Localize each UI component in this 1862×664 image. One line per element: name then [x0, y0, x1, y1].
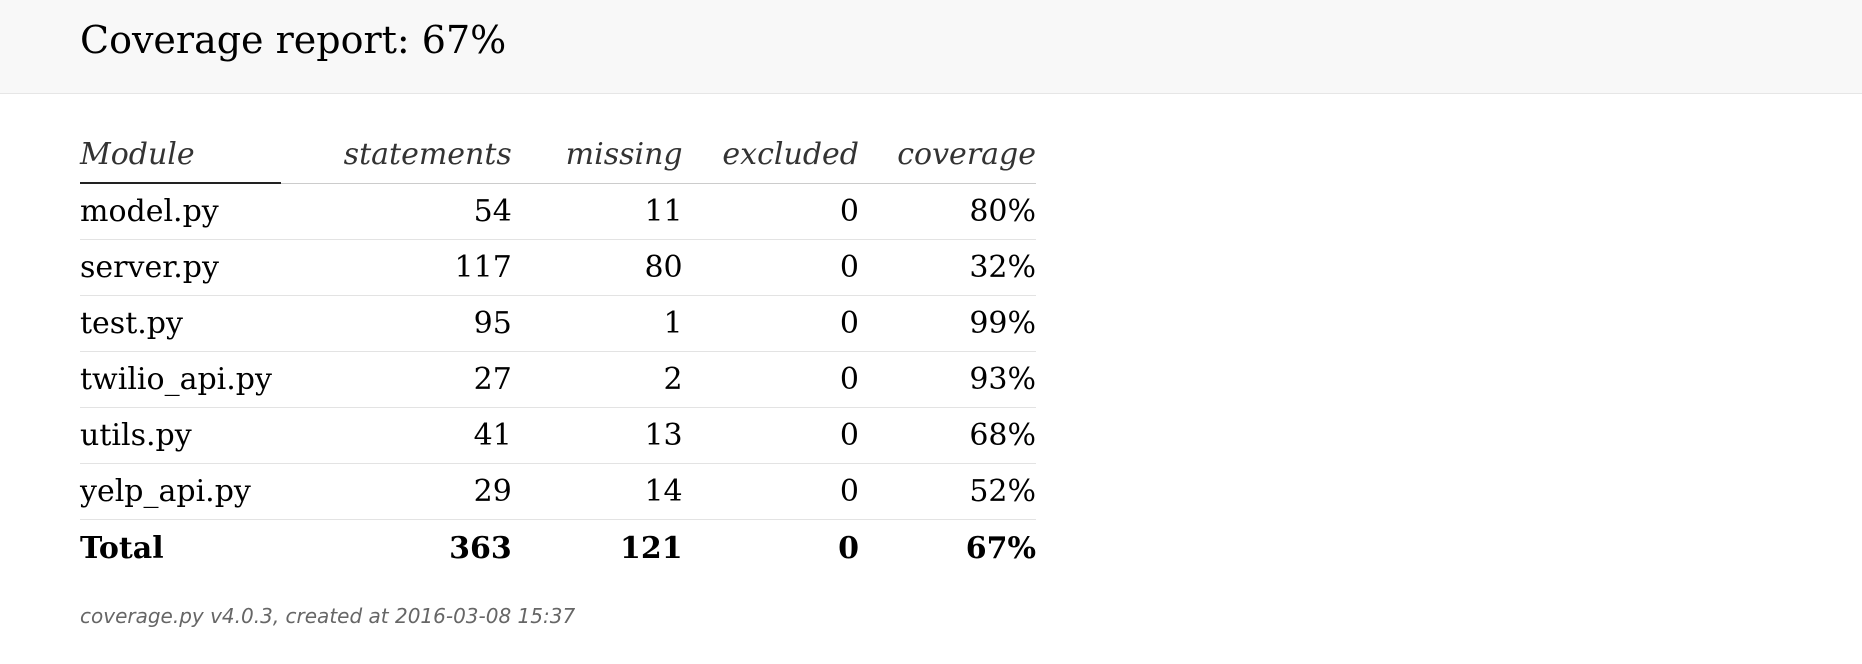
coverage-cell: 52%: [858, 463, 1036, 520]
table-row[interactable]: model.py 54 11 0 80%: [80, 183, 1036, 240]
module-link[interactable]: server.py: [80, 239, 281, 296]
missing-cell: 14: [511, 463, 683, 520]
column-header-module[interactable]: Module: [80, 126, 281, 184]
statements-cell: 27: [280, 351, 512, 408]
column-header-statements[interactable]: statements: [280, 126, 512, 184]
missing-cell: 2: [511, 351, 683, 408]
column-header-missing[interactable]: missing: [511, 126, 683, 184]
missing-cell: 80: [511, 239, 683, 296]
module-link[interactable]: test.py: [80, 295, 281, 352]
statements-cell: 29: [280, 463, 512, 520]
missing-cell: 13: [511, 407, 683, 464]
footer-note: coverage.py v4.0.3, created at 2016-03-0…: [80, 604, 576, 628]
page-title: Coverage report: 67%: [80, 18, 507, 62]
excluded-cell: 0: [682, 295, 859, 352]
missing-cell: 11: [511, 183, 683, 240]
statements-cell: 95: [280, 295, 512, 352]
coverage-cell: 93%: [858, 351, 1036, 408]
table-row[interactable]: utils.py 41 13 0 68%: [80, 407, 1036, 464]
coverage-cell: 32%: [858, 239, 1036, 296]
statements-cell: 117: [280, 239, 512, 296]
column-header-coverage[interactable]: coverage: [858, 126, 1036, 184]
report-header: Coverage report: 67%: [0, 0, 1862, 94]
total-row: Total 363 121 0 67%: [80, 520, 1036, 577]
statements-cell: 54: [280, 183, 512, 240]
statements-cell: 41: [280, 407, 512, 464]
excluded-cell: 0: [682, 351, 859, 408]
total-label: Total: [80, 530, 164, 566]
coverage-cell: 99%: [858, 295, 1036, 352]
excluded-cell: 0: [682, 463, 859, 520]
table-row[interactable]: test.py 95 1 0 99%: [80, 295, 1036, 352]
table-row[interactable]: twilio_api.py 27 2 0 93%: [80, 351, 1036, 408]
coverage-cell: 68%: [858, 407, 1036, 464]
module-link[interactable]: twilio_api.py: [80, 351, 281, 408]
excluded-cell: 0: [682, 183, 859, 240]
excluded-cell: 0: [682, 407, 859, 464]
excluded-cell: 0: [682, 239, 859, 296]
missing-cell: 1: [511, 295, 683, 352]
module-link[interactable]: yelp_api.py: [80, 463, 281, 520]
coverage-cell: 80%: [858, 183, 1036, 240]
total-excluded: 0: [838, 530, 859, 566]
total-coverage: 67%: [965, 530, 1036, 566]
table-row[interactable]: server.py 117 80 0 32%: [80, 239, 1036, 296]
coverage-table: Module statements missing excluded cover…: [80, 126, 1036, 576]
module-link[interactable]: model.py: [80, 183, 281, 240]
total-statements: 363: [449, 530, 512, 566]
column-header-excluded[interactable]: excluded: [682, 126, 859, 184]
table-row[interactable]: yelp_api.py 29 14 0 52%: [80, 463, 1036, 520]
total-missing: 121: [620, 530, 683, 566]
module-link[interactable]: utils.py: [80, 407, 281, 464]
table-header-row: Module statements missing excluded cover…: [80, 126, 1036, 184]
